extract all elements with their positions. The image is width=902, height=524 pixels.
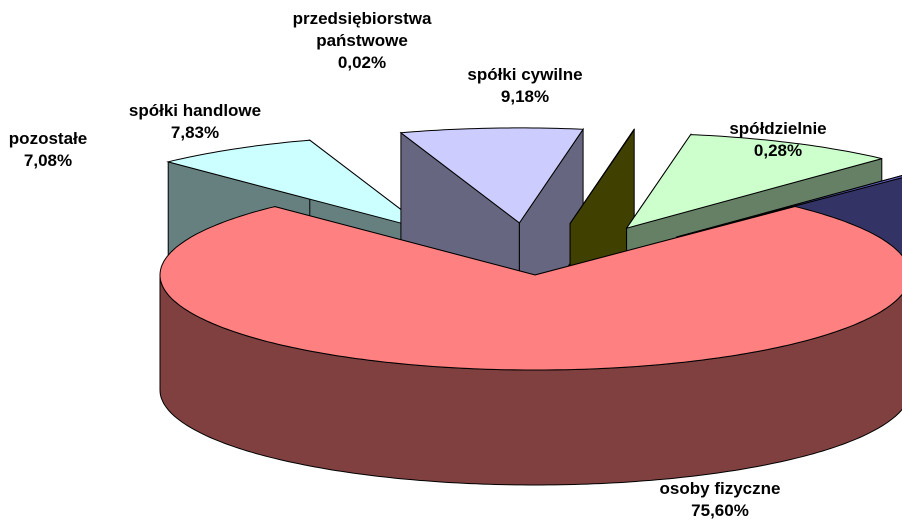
category-label: osoby fizyczne [659,479,781,498]
slice-top [569,129,636,224]
slice-top [625,134,882,230]
value-label: 0,02% [337,53,387,72]
slice-top [159,205,902,371]
data-label: osoby fizyczne 75,60% [610,478,830,522]
category-label: spółki handlowe [128,101,262,120]
value-label: 7,08% [23,151,73,170]
value-label: 0,28% [753,141,803,160]
category-label: spółki cywilne [467,65,583,84]
category-label: spółdzielnie [729,119,827,138]
data-label: spółki cywilne 9,18% [440,64,610,108]
category-label: przedsiębiorstwa państwowe [292,9,432,50]
data-label: spółki handlowe 7,83% [105,100,285,144]
value-label: 75,60% [691,501,749,520]
data-label: spółdzielnie 0,28% [703,118,853,162]
data-label: przedsiębiorstwa państwowe 0,02% [262,8,462,74]
slice-top [399,127,585,224]
value-label: 7,83% [170,123,220,142]
data-label: pozostałe 7,08% [0,128,108,172]
value-label: 9,18% [500,87,550,106]
category-label: pozostałe [8,129,88,148]
slice-top [166,139,429,231]
slice-top [676,175,902,238]
